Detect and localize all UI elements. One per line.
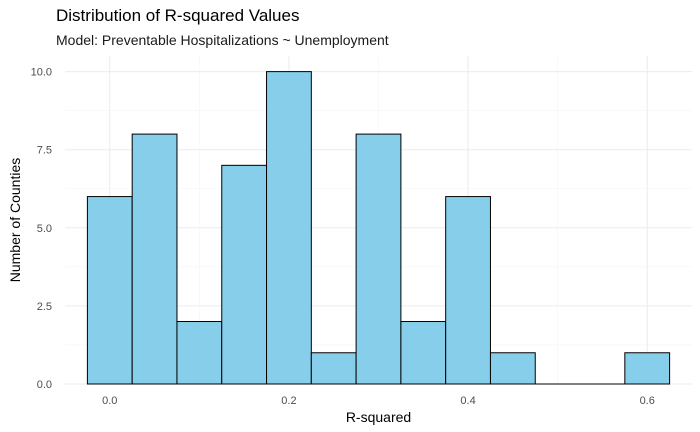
histogram-bar [131,133,178,385]
histogram-bar [310,352,357,385]
chart-title: Distribution of R-squared Values [56,6,300,25]
x-tick-label: 0.6 [640,395,655,407]
histogram-bar [86,196,133,385]
histogram-bar [489,352,536,385]
histogram-bar [445,196,491,385]
x-tick-label: 0.0 [102,395,117,407]
y-tick-label: 2.5 [37,301,52,313]
y-axis-title: Number of Counties [7,158,23,283]
histogram-bars [86,71,671,385]
chart-subtitle: Model: Preventable Hospitalizations ~ Un… [56,32,389,48]
histogram-bar [624,352,671,385]
histogram-bar [221,164,268,385]
y-tick-label: 5.0 [37,223,52,235]
histogram-bar [400,321,447,385]
histogram-bar [176,321,223,385]
y-tick-labels: 0.0 2.5 5.0 7.5 10.0 [31,67,52,391]
y-tick-label: 7.5 [37,145,52,157]
histogram-bar [355,133,402,385]
x-axis-title: R-squared [346,409,411,425]
y-tick-label: 0.0 [37,379,52,391]
y-tick-label: 10.0 [31,67,52,79]
x-tick-label: 0.4 [460,395,475,407]
histogram-bar [266,71,312,385]
x-tick-labels: 0.0 0.2 0.4 0.6 [102,395,655,407]
x-tick-label: 0.2 [281,395,296,407]
